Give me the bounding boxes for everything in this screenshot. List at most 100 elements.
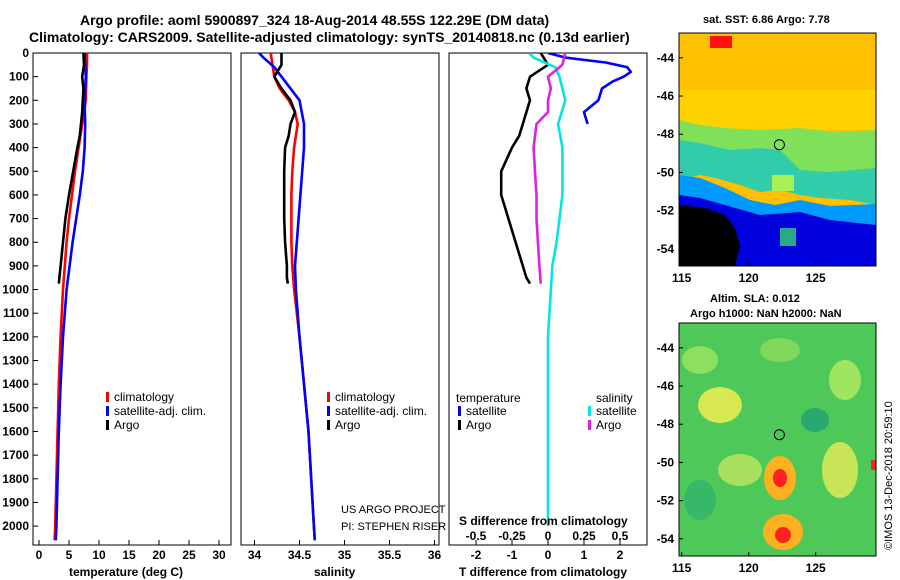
sst-patch: [772, 175, 794, 191]
legend-label-satellite: satellite-adj. clim.: [335, 404, 427, 418]
x-tick-label: 34.5: [288, 548, 312, 562]
depth-tick-label: 1400: [2, 377, 29, 391]
depth-tick-label: 200: [9, 93, 29, 107]
depth-tick-label: 800: [9, 235, 29, 249]
x-tick-label: 35.5: [378, 548, 402, 562]
sla-map-x-axis: 115 120 125: [672, 552, 826, 575]
x-tick-label: 5: [66, 548, 73, 562]
map-x-tick-label: 120: [739, 561, 759, 575]
difference-x-axis: -2 -1 0 1 2: [471, 540, 624, 562]
difference-legend-right: salinity satellite Argo: [588, 391, 637, 432]
sst-band-warm: [679, 90, 876, 130]
map-y-tick-label: -48: [657, 127, 675, 141]
legend-label-argo: Argo: [114, 418, 140, 432]
map-y-tick-label: -52: [657, 204, 675, 218]
x-tick-label: 10: [92, 548, 106, 562]
salinity-xlabel: salinity: [314, 565, 356, 579]
sla-map-y-axis: -44 -46 -48 -50 -52 -54: [657, 341, 683, 546]
legend-label-s-satellite: satellite: [596, 404, 637, 418]
depth-tick-label: 1000: [2, 283, 29, 297]
x-tick-label: 34: [248, 548, 262, 562]
salinity-axes-frame: [240, 52, 440, 546]
x-tick-label: 2: [617, 548, 624, 562]
legend-swatch-s-argo: [588, 420, 591, 430]
legend-title-temperature: temperature: [456, 391, 521, 405]
map-y-tick-label: -50: [657, 165, 675, 179]
s-tick-label: -0.25: [498, 529, 526, 543]
depth-tick-label: 1700: [2, 448, 29, 462]
depth-tick-label: 100: [9, 70, 29, 84]
series-line-satellite-adj-clim-: [258, 53, 317, 541]
map-x-tick-label: 125: [806, 561, 826, 575]
series-line-temperature-satellite: [547, 53, 633, 125]
legend-swatch-satellite: [327, 406, 330, 416]
map-y-tick-label: -44: [657, 51, 675, 65]
sst-map-y-axis: -44 -46 -48 -50 -52 -54: [657, 51, 683, 256]
x-tick-label: 25: [182, 548, 196, 562]
map-y-tick-label: -52: [657, 494, 675, 508]
sla-blob: [760, 338, 800, 362]
difference-xlabel: T difference from climatology: [459, 565, 627, 579]
map-y-tick-label: -54: [657, 532, 675, 546]
sst-map-panel: sat. SST: 6.86 Argo: 7.78 115 120 125 -44-…: [657, 14, 877, 285]
temperature-legend: climatology satellite-adj. clim. Argo: [106, 390, 206, 432]
map-x-tick-label: 115: [672, 271, 692, 285]
depth-tick-label: 0: [22, 46, 29, 60]
temperature-panel: 0100200300400500600700800900100011001200…: [2, 46, 454, 579]
legend-label-climatology: climatology: [335, 390, 395, 404]
legend-swatch-t-satellite: [458, 406, 461, 416]
series-line-argo: [272, 53, 297, 284]
x-tick-label: 30: [212, 548, 226, 562]
credit-line-1: US ARGO PROJECT: [341, 504, 446, 516]
sla-blob: [684, 480, 716, 520]
sla-blob: [718, 454, 762, 486]
depth-axis: 0 100 200 300 400 500 600 700 800 900 1000 1100 1200…: [2, 46, 454, 533]
x-tick-label: 0: [545, 548, 552, 562]
sla-blob: [773, 469, 787, 487]
title-line-2: Climatology: CARS2009. Satellite-adjuste…: [29, 29, 630, 45]
sst-band-teal: [679, 140, 876, 205]
legend-swatch-satellite: [106, 406, 109, 416]
depth-tick-label: 600: [9, 188, 29, 202]
x-tick-label: 20: [152, 548, 166, 562]
sst-map-frame: [678, 32, 877, 267]
x-tick-label: 0: [36, 548, 43, 562]
map-y-tick-label: -50: [657, 455, 675, 469]
x-tick-label: -2: [471, 548, 482, 562]
series-line-satellite-adj-clim-: [54, 53, 88, 541]
salinity-panel: 34 34.5 35 35.5 36 salinity climatology sate…: [240, 52, 446, 579]
map-x-tick-label: 120: [739, 271, 759, 285]
series-line-salinity-argo: [532, 53, 567, 284]
sla-blob: [775, 527, 791, 543]
salinity-legend: climatology satellite-adj. clim. Argo: [327, 390, 427, 432]
difference-panel: -2 -1 0 1 2 -0.5 -0.25 0 0.25 0.5 T difference f…: [448, 52, 648, 579]
difference-lines: [499, 53, 633, 527]
legend-swatch-t-argo: [458, 420, 461, 430]
series-line-salinity-satellite: [528, 53, 567, 527]
legend-swatch-argo: [106, 420, 109, 430]
sla-map-frame: [678, 322, 877, 557]
temperature-xlabel: temperature (deg C): [69, 565, 183, 579]
salinity-x-axis: 34 34.5 35 35.5 36: [248, 540, 441, 562]
argo-position-marker: [773, 429, 785, 441]
depth-tick-label: 1300: [2, 354, 29, 368]
depth-tick-label: 1900: [2, 495, 29, 509]
salinity-lines: [258, 53, 317, 541]
map-y-tick-label: -54: [657, 242, 675, 256]
legend-swatch-s-satellite: [588, 406, 591, 416]
temperature-lines: [53, 53, 89, 541]
temperature-x-axis: 0 5 10 15 20 25 30: [36, 540, 226, 562]
x-tick-label: 15: [122, 548, 136, 562]
depth-tick-label: 400: [9, 141, 29, 155]
legend-swatch-climatology: [327, 392, 330, 402]
x-tick-label: -1: [507, 548, 518, 562]
map-y-tick-label: -46: [657, 89, 675, 103]
sst-map-x-axis: 115 120 125: [672, 262, 826, 285]
depth-tick-label: 1600: [2, 424, 29, 438]
legend-label-s-argo: Argo: [596, 418, 622, 432]
sla-edge-patch: [871, 460, 876, 470]
sla-blob: [801, 408, 829, 432]
s-tick-label: 0.5: [612, 529, 629, 543]
depth-tick-label: 500: [9, 164, 29, 178]
